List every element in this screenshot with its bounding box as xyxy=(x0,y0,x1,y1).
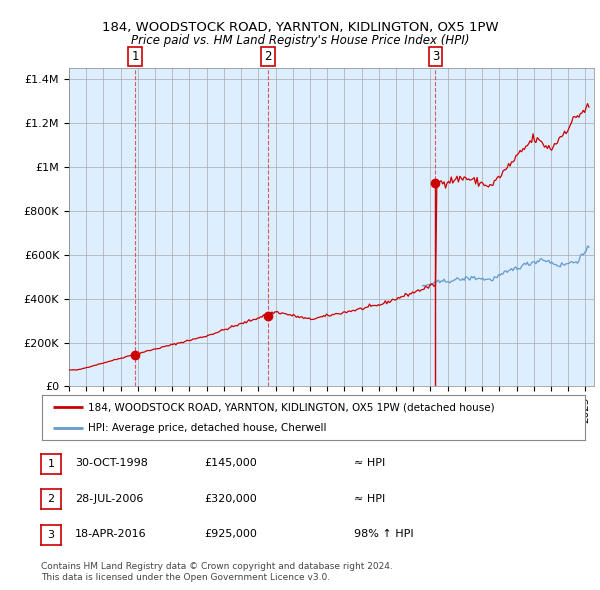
Text: Contains HM Land Registry data © Crown copyright and database right 2024.: Contains HM Land Registry data © Crown c… xyxy=(41,562,392,571)
Text: 3: 3 xyxy=(432,50,439,63)
Text: HPI: Average price, detached house, Cherwell: HPI: Average price, detached house, Cher… xyxy=(88,424,326,434)
Text: 2: 2 xyxy=(265,50,272,63)
Text: This data is licensed under the Open Government Licence v3.0.: This data is licensed under the Open Gov… xyxy=(41,572,330,582)
Text: 1: 1 xyxy=(47,459,55,468)
Text: £925,000: £925,000 xyxy=(204,529,257,539)
Text: 28-JUL-2006: 28-JUL-2006 xyxy=(75,494,143,503)
Text: ≈ HPI: ≈ HPI xyxy=(354,458,385,468)
Text: 184, WOODSTOCK ROAD, YARNTON, KIDLINGTON, OX5 1PW (detached house): 184, WOODSTOCK ROAD, YARNTON, KIDLINGTON… xyxy=(88,402,495,412)
Text: 3: 3 xyxy=(47,530,55,539)
Text: Price paid vs. HM Land Registry's House Price Index (HPI): Price paid vs. HM Land Registry's House … xyxy=(131,34,469,47)
Text: 2: 2 xyxy=(47,494,55,504)
Text: 18-APR-2016: 18-APR-2016 xyxy=(75,529,146,539)
Text: 98% ↑ HPI: 98% ↑ HPI xyxy=(354,529,413,539)
Text: ≈ HPI: ≈ HPI xyxy=(354,494,385,503)
Text: £320,000: £320,000 xyxy=(204,494,257,503)
Text: £145,000: £145,000 xyxy=(204,458,257,468)
Text: 184, WOODSTOCK ROAD, YARNTON, KIDLINGTON, OX5 1PW: 184, WOODSTOCK ROAD, YARNTON, KIDLINGTON… xyxy=(101,21,499,34)
Text: 1: 1 xyxy=(131,50,139,63)
Text: 30-OCT-1998: 30-OCT-1998 xyxy=(75,458,148,468)
